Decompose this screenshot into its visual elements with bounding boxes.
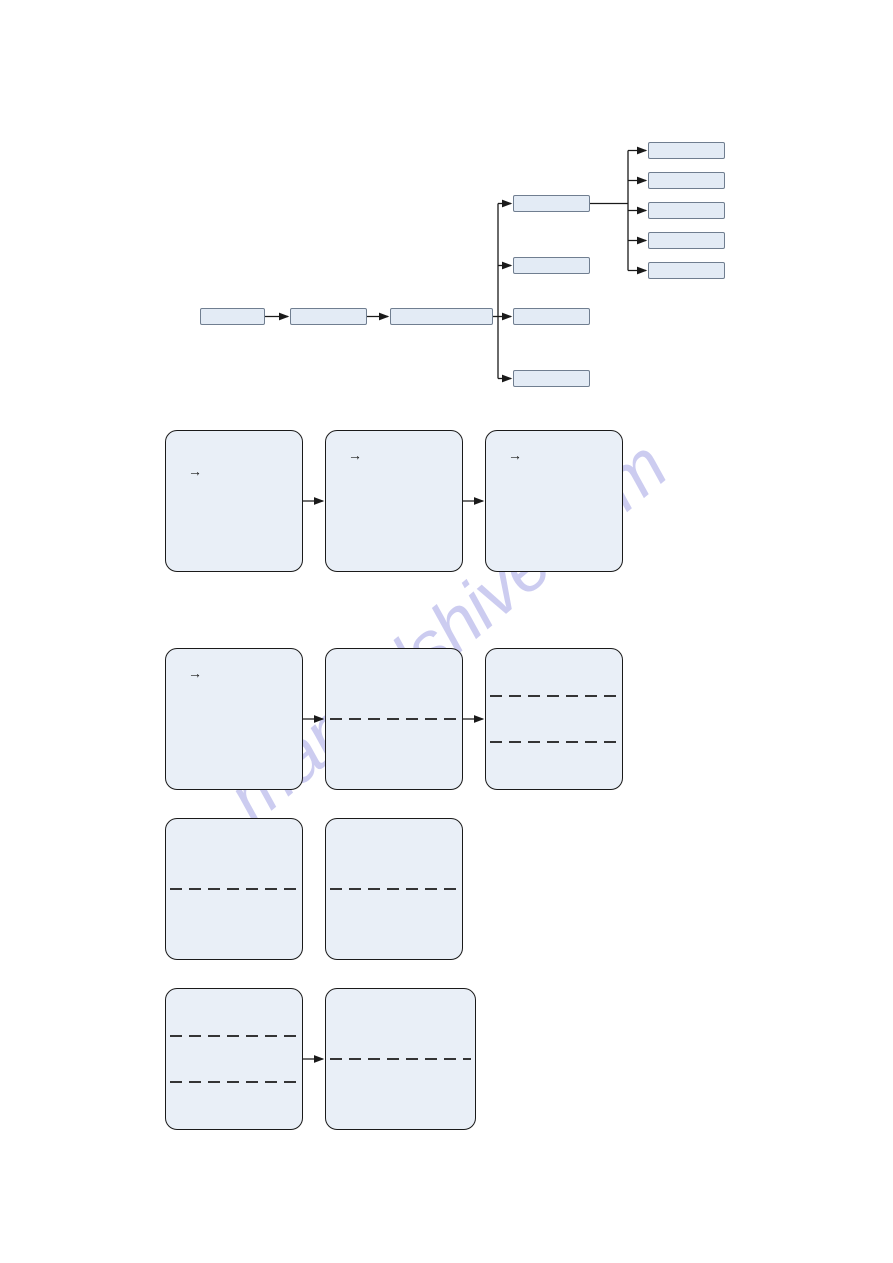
panel-r2-2 — [325, 648, 463, 790]
arrow-icon: → — [508, 447, 522, 463]
tree-root-node — [200, 308, 265, 325]
panel-r2-1: → — [165, 648, 303, 790]
tree-leaf-1 — [648, 142, 725, 159]
tree-branch-1 — [513, 195, 590, 212]
tree-leaf-5 — [648, 262, 725, 279]
tree-leaf-4 — [648, 232, 725, 249]
panel-r2-3 — [485, 648, 623, 790]
panel-r1-2: → — [325, 430, 463, 572]
panel-r1-3: → — [485, 430, 623, 572]
tree-node-2 — [290, 308, 367, 325]
page-root: manualshive.com → → → → — [0, 0, 893, 1263]
tree-leaf-2 — [648, 172, 725, 189]
tree-branch-3 — [513, 308, 590, 325]
arrow-icon: → — [188, 463, 202, 479]
panel-r4-1 — [165, 988, 303, 1130]
tree-node-3 — [390, 308, 493, 325]
panel-r4-2 — [325, 988, 476, 1130]
arrow-icon: → — [188, 665, 202, 681]
panel-r3-2 — [325, 818, 463, 960]
panel-r1-1: → — [165, 430, 303, 572]
panel-r3-1 — [165, 818, 303, 960]
tree-branch-4 — [513, 370, 590, 387]
tree-leaf-3 — [648, 202, 725, 219]
tree-branch-2 — [513, 257, 590, 274]
arrow-icon: → — [348, 447, 362, 463]
